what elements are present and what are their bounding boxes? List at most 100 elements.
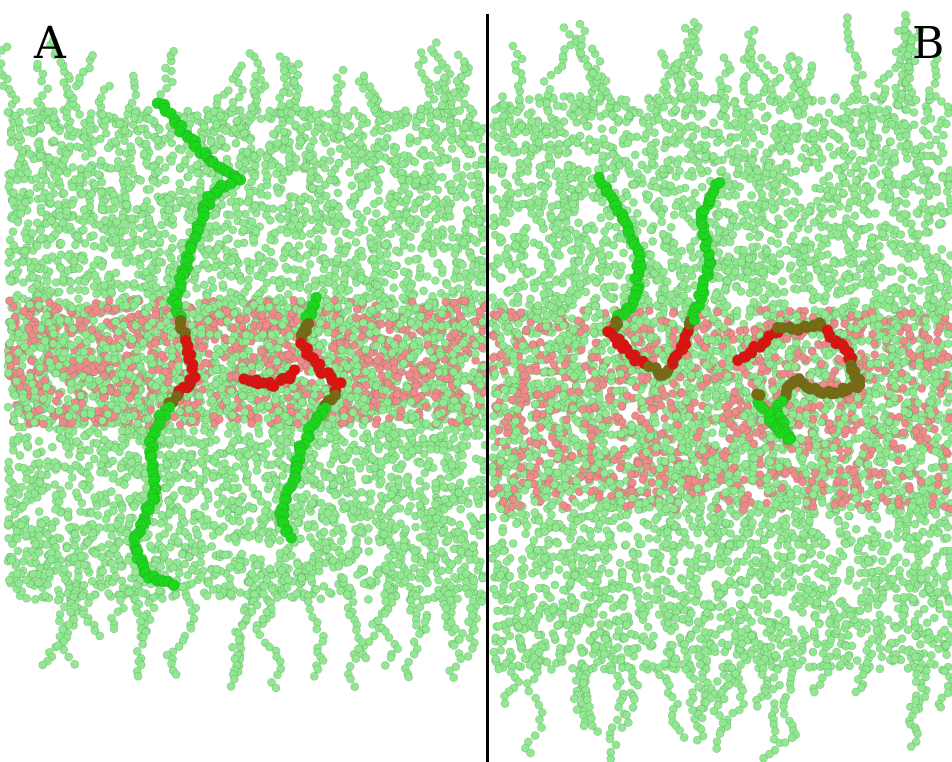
- membrane-bead: [458, 260, 467, 270]
- membrane-bead: [413, 136, 422, 146]
- membrane-bead: [225, 563, 235, 572]
- membrane-bead: [389, 147, 399, 157]
- membrane-bead: [62, 442, 71, 452]
- membrane-bead: [451, 243, 461, 252]
- membrane-bead: [265, 539, 274, 549]
- membrane-bead: [63, 266, 73, 275]
- membrane-bead: [275, 163, 284, 172]
- membrane-bead: [19, 463, 28, 473]
- membrane-bead: [390, 504, 399, 514]
- membrane-bead: [293, 560, 302, 569]
- membrane-bead: [59, 564, 69, 574]
- membrane-bead: [49, 113, 59, 122]
- membrane-bead: [365, 496, 375, 506]
- membrane-bead: [410, 547, 419, 556]
- membrane-bead: [197, 440, 207, 449]
- membrane-bead: [193, 264, 202, 274]
- membrane-bead: [51, 173, 61, 182]
- membrane-bead: [68, 473, 77, 482]
- membrane-bead: [60, 155, 69, 165]
- membrane-bead: [472, 188, 482, 198]
- membrane-bead: [165, 449, 174, 459]
- membrane-bead: [313, 117, 323, 126]
- membrane-bead: [430, 526, 440, 535]
- membrane-bead: [284, 146, 294, 155]
- membrane-bead: [16, 209, 26, 218]
- membrane-bead: [469, 235, 479, 244]
- membrane-bead: [366, 239, 376, 248]
- membrane-bead: [304, 240, 314, 249]
- membrane-bead: [433, 590, 443, 600]
- membrane-bead: [180, 559, 190, 569]
- membrane-bead: [57, 433, 67, 443]
- membrane-bead: [353, 209, 362, 219]
- membrane-bead: [25, 149, 35, 159]
- membrane-bead: [9, 241, 19, 250]
- membrane-bead: [402, 474, 412, 483]
- membrane-bead: [12, 569, 22, 579]
- membrane-bead: [456, 546, 466, 556]
- membrane-bead: [128, 229, 138, 239]
- membrane-bead: [265, 216, 275, 225]
- membrane-bead: [37, 519, 46, 529]
- membrane-bead: [122, 200, 131, 210]
- membrane-bead: [59, 189, 69, 198]
- membrane-bead: [314, 560, 324, 570]
- membrane-bead: [467, 180, 477, 190]
- membrane-bead: [45, 568, 54, 578]
- membrane-bead: [381, 565, 391, 574]
- membrane-bead: [375, 150, 385, 160]
- membrane-bead: [51, 505, 60, 514]
- membrane-bead: [161, 175, 170, 185]
- membrane-bead: [477, 256, 486, 265]
- membrane-bead: [34, 507, 44, 516]
- membrane-bead: [402, 195, 412, 204]
- membrane-bead: [124, 450, 134, 460]
- membrane-bead: [200, 280, 209, 290]
- membrane-bead: [266, 235, 275, 245]
- membrane-bead: [66, 285, 75, 295]
- membrane-bead: [458, 450, 467, 460]
- membrane-bead: [376, 457, 386, 467]
- membrane-bead: [5, 276, 15, 286]
- membrane-bead: [351, 238, 361, 247]
- membrane-bead: [447, 560, 457, 569]
- membrane-bead: [164, 496, 173, 506]
- membrane-bead: [329, 449, 339, 459]
- membrane-bead: [344, 549, 354, 559]
- membrane-bead: [239, 225, 249, 235]
- membrane-bead: [211, 435, 221, 445]
- membrane-bead: [125, 587, 134, 597]
- membrane-bead: [366, 489, 376, 498]
- membrane-bead: [350, 161, 360, 170]
- membrane-bead: [84, 461, 94, 471]
- membrane-bead: [117, 433, 127, 443]
- membrane-bead: [236, 276, 246, 285]
- membrane-bead: [431, 276, 440, 285]
- membrane-bead: [468, 543, 478, 552]
- membrane-bead: [277, 204, 286, 214]
- membrane-bead: [377, 138, 387, 148]
- membrane-bead: [415, 500, 425, 510]
- membrane-bead: [406, 215, 415, 225]
- membrane-bead: [328, 555, 338, 565]
- membrane-bead: [79, 225, 88, 235]
- membrane-bead: [345, 258, 355, 268]
- membrane-bead: [240, 287, 249, 297]
- membrane-bead: [25, 189, 35, 198]
- membrane-bead: [89, 241, 99, 251]
- membrane-bead: [438, 173, 447, 182]
- membrane-bead: [330, 265, 340, 275]
- membrane-bead: [381, 240, 391, 250]
- membrane-bead: [226, 589, 236, 599]
- membrane-bead: [34, 458, 44, 468]
- membrane-bead: [74, 264, 84, 273]
- membrane-bead: [232, 116, 242, 126]
- membrane-bead: [372, 281, 382, 290]
- membrane-bead: [243, 469, 252, 479]
- membrane-bead: [193, 168, 202, 178]
- membrane-bead: [117, 426, 127, 436]
- membrane-bead: [5, 467, 15, 477]
- membrane-bead: [384, 553, 393, 562]
- membrane-bead: [36, 470, 46, 480]
